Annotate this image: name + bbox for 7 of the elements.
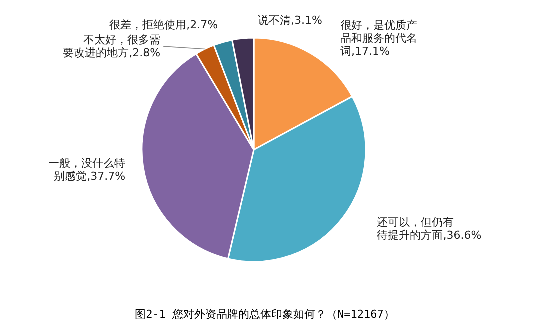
text: 图2-1 您对外资品牌的总体印象如何？（N=12167） xyxy=(135,308,395,321)
slice-label: 很好，是优质产品和服务的代名词,17.1% xyxy=(340,18,418,58)
slice-label: 不太好，很多需要改进的地方,2.8% xyxy=(63,34,161,60)
slice-label: 说不清,3.1% xyxy=(258,14,322,28)
slice-label: 很差，拒绝使用,2.7% xyxy=(110,18,218,32)
slice-label: 一般，没什么特别感觉,37.7% xyxy=(48,156,126,183)
slice-label: 还可以，但仍有待提升的方面,36.6% xyxy=(377,216,482,242)
